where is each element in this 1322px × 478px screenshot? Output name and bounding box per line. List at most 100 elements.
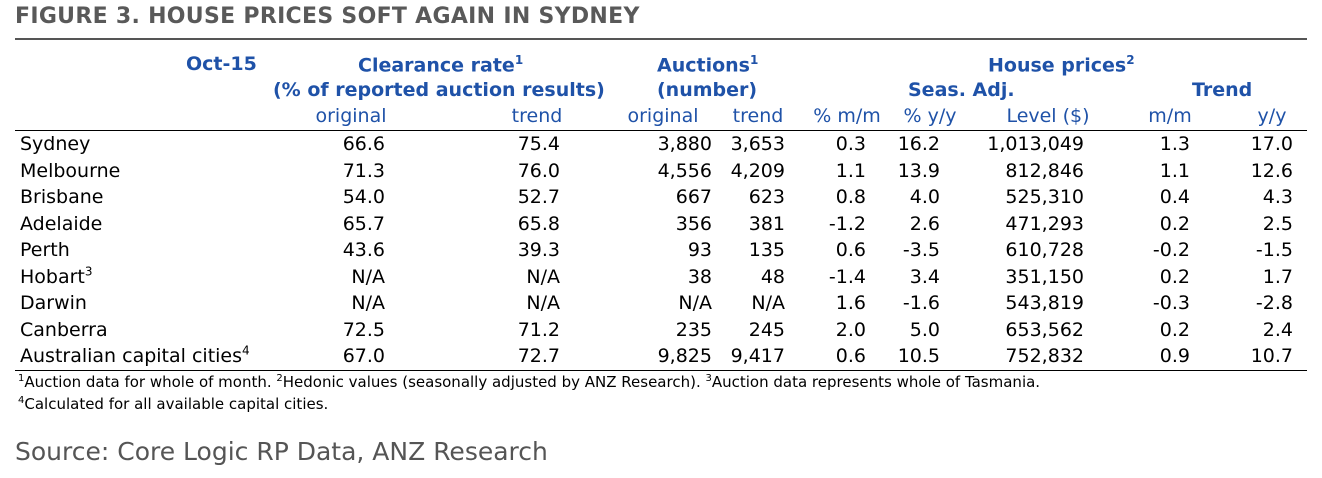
table-cell: 525,310 (1005, 186, 1084, 208)
row-label: Canberra (20, 318, 108, 341)
table-cell: 75.4 (517, 133, 560, 155)
column-label: original (627, 105, 699, 127)
table-cell: 39.3 (517, 239, 560, 261)
column-label: original (315, 105, 387, 127)
table-cell: 812,846 (1005, 159, 1084, 182)
table-cell: 610,728 (1005, 239, 1084, 261)
figure-title: FIGURE 3. HOUSE PRICES SOFT AGAIN IN SYD… (15, 4, 640, 29)
table-row: Hobart3 N/A N/A 38 48 -1.4 3.4 351,150 0.2 1.7 (15, 264, 1307, 290)
table-cell: 1.3 (1159, 133, 1190, 155)
table-cell: N/A (351, 292, 385, 314)
auctions-header: Auctions1 (657, 53, 759, 77)
clearance-rate-subheader: (% of reported auction results) (273, 79, 605, 101)
table-cell: 93 (687, 239, 712, 261)
table-cell: 2.6 (909, 212, 940, 235)
column-label: trend (511, 105, 563, 127)
table-cell: 1.6 (835, 292, 866, 314)
table-cell: 76.0 (517, 159, 560, 182)
table-cell: -0.3 (1152, 292, 1190, 314)
table-cell: 10.5 (897, 345, 940, 367)
table-cell: 3.4 (909, 265, 940, 288)
footnote-line: 1Auction data for whole of month. 2Hedon… (18, 373, 1041, 391)
table-cell: 1,013,049 (987, 133, 1084, 155)
row-label: Hobart3 (20, 264, 93, 288)
table-cell: 38 (687, 265, 712, 288)
table-cell: 0.3 (835, 133, 866, 155)
table-cell: 235 (675, 318, 712, 341)
table-cell: 67.0 (342, 345, 385, 367)
table-row: Perth 43.6 39.3 93 135 0.6 -3.5 610,728 -0.2 -1.5 (15, 237, 1307, 263)
table-cell: 43.6 (342, 239, 385, 261)
table-cell: 752,832 (1005, 345, 1084, 367)
row-label: Adelaide (20, 212, 103, 235)
column-label: m/m (1148, 105, 1192, 127)
table-cell: 65.8 (517, 212, 560, 235)
table-cell: 2.0 (835, 318, 866, 341)
table-cell: 71.2 (517, 318, 560, 341)
column-label: Level ($) (1006, 105, 1090, 127)
column-label: % m/m (813, 105, 881, 127)
table-cell: 9,825 (657, 345, 712, 367)
table-cell: 667 (675, 186, 712, 208)
row-label: Darwin (20, 292, 87, 314)
table-cell: 2.4 (1262, 318, 1293, 341)
table-cell: 245 (748, 318, 785, 341)
row-label: Sydney (20, 133, 91, 155)
table-cell: 4.3 (1262, 186, 1293, 208)
table-cell: -1.5 (1255, 239, 1293, 261)
table-cell: 3,880 (657, 133, 712, 155)
table-row: Brisbane 54.0 52.7 667 623 0.8 4.0 525,310 0.4 4.… (15, 184, 1307, 210)
table-cell: 0.8 (835, 186, 866, 208)
table-cell: 54.0 (342, 186, 385, 208)
table-cell: N/A (526, 265, 560, 288)
table-cell: 135 (748, 239, 785, 261)
table-cell: 1.1 (835, 159, 866, 182)
table-cell: 0.6 (835, 345, 866, 367)
table-cell: 16.2 (897, 133, 940, 155)
table-cell: 356 (675, 212, 712, 235)
table-row: Canberra 72.5 71.2 235 245 2.0 5.0 653,562 0.2 2.… (15, 317, 1307, 343)
table-cell: N/A (751, 292, 785, 314)
table-cell: N/A (526, 292, 560, 314)
table-cell: 13.9 (897, 159, 940, 182)
table-cell: N/A (351, 265, 385, 288)
table-cell: 381 (748, 212, 785, 235)
table-cell: 12.6 (1250, 159, 1293, 182)
table-row: Adelaide 65.7 65.8 356 381 -1.2 2.6 471,293 0.2 2… (15, 211, 1307, 237)
table-cell: 3,653 (730, 133, 785, 155)
table-cell: -3.5 (902, 239, 940, 261)
table-row: Australian capital cities4 67.0 72.7 9,825 9… (15, 343, 1307, 369)
table-cell: 48 (760, 265, 785, 288)
table-cell: 351,150 (1005, 265, 1084, 288)
table-cell: -0.2 (1152, 239, 1190, 261)
top-rule (15, 38, 1307, 40)
column-label: trend (732, 105, 784, 127)
table-cell: 0.4 (1159, 186, 1190, 208)
table-cell: 72.5 (342, 318, 385, 341)
table-cell: 2.5 (1262, 212, 1293, 235)
source-note: Source: Core Logic RP Data, ANZ Research (15, 437, 548, 466)
table-cell: 52.7 (517, 186, 560, 208)
house-prices-header: House prices2 (988, 53, 1135, 77)
table-row: Darwin N/A N/A N/A N/A 1.6 -1.6 543,819 -0.3 -2.8 (15, 290, 1307, 316)
header-rule (15, 130, 1307, 131)
table-cell: -1.6 (902, 292, 940, 314)
table-row: Sydney 66.6 75.4 3,880 3,653 0.3 16.2 1,013,049… (15, 131, 1307, 157)
row-label: Australian capital cities4 (20, 343, 250, 367)
table-cell: 543,819 (1005, 292, 1084, 314)
table-cell: 0.6 (835, 239, 866, 261)
table-cell: 1.7 (1262, 265, 1293, 288)
table-cell: 5.0 (909, 318, 940, 341)
table-cell: 653,562 (1005, 318, 1084, 341)
table-cell: 66.6 (342, 133, 385, 155)
table-cell: 17.0 (1250, 133, 1293, 155)
table-cell: -2.8 (1255, 292, 1293, 314)
table-cell: 623 (748, 186, 785, 208)
table-cell: 0.2 (1159, 265, 1190, 288)
table-cell: 0.2 (1159, 318, 1190, 341)
row-label: Melbourne (20, 159, 121, 182)
bottom-rule (15, 370, 1307, 371)
table-row: Melbourne 71.3 76.0 4,556 4,209 1.1 13.9 812,84… (15, 158, 1307, 184)
row-label: Brisbane (20, 186, 104, 208)
table-cell: N/A (678, 292, 712, 314)
